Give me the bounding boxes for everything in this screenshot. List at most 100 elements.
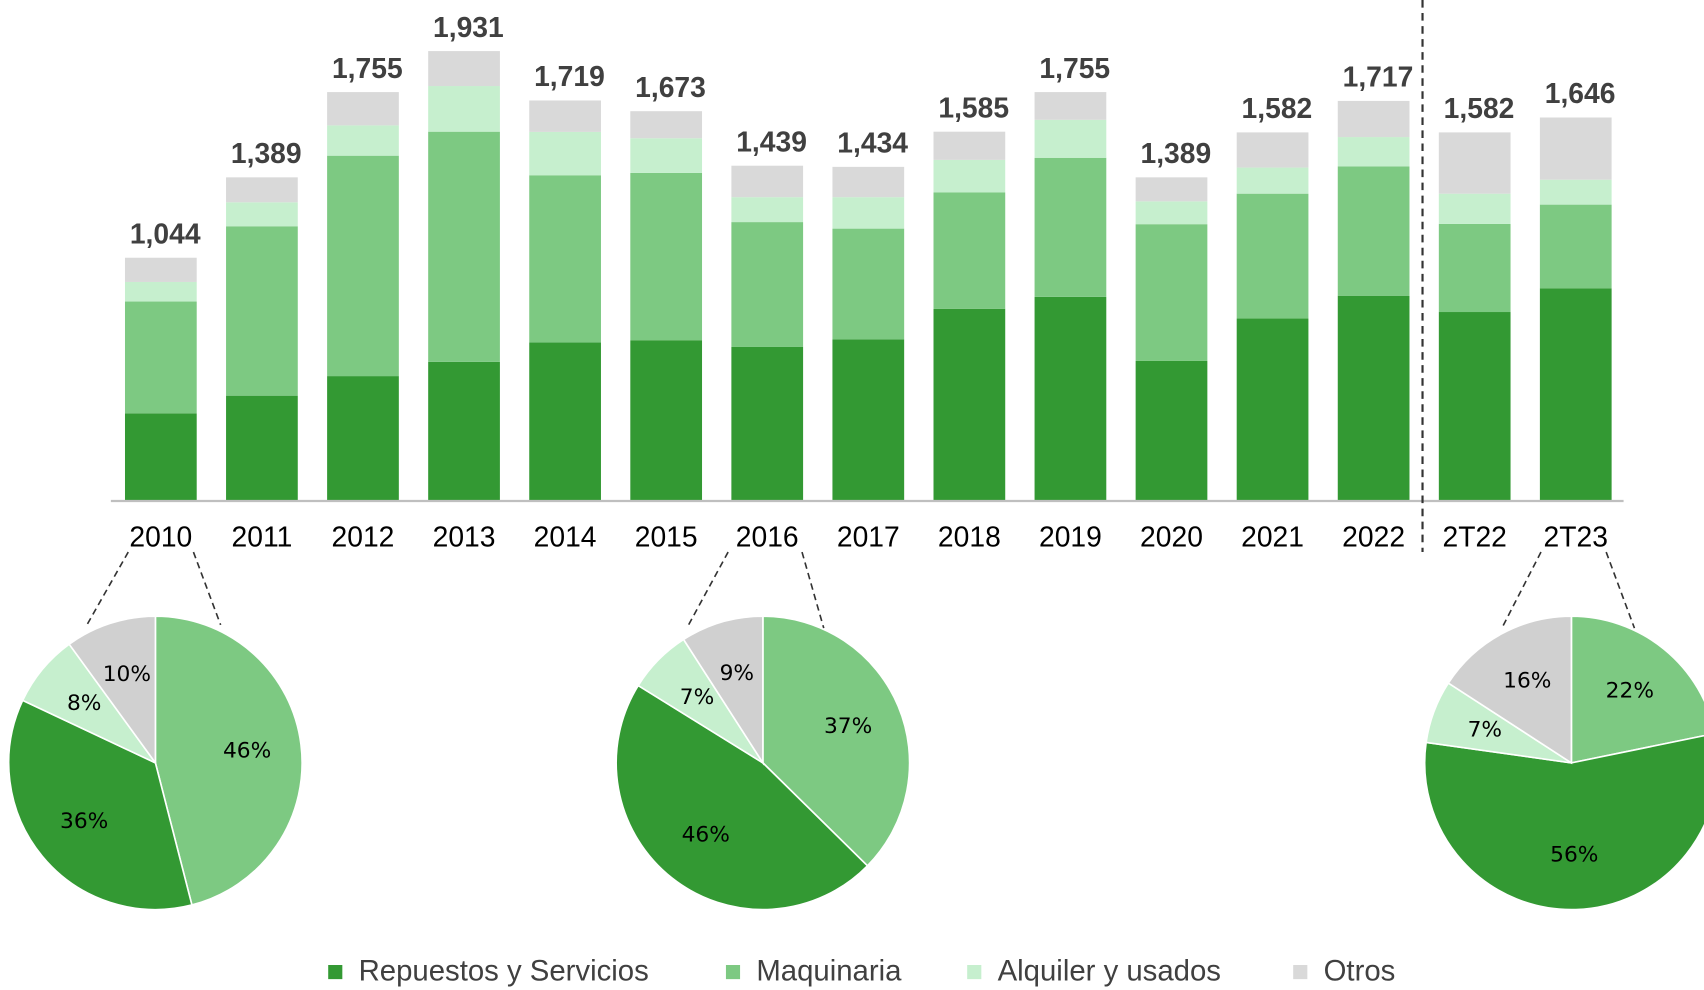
pie-slice [682, 615, 764, 766]
bar-segment [529, 131, 601, 176]
x-tick-label: 2012 [332, 520, 395, 552]
total-label: 1,719 [534, 60, 605, 92]
bar-segment [428, 86, 500, 132]
x-tick-label: 2017 [837, 520, 900, 552]
legend-swatch [1293, 965, 1308, 980]
x-tick-label: 2010 [129, 520, 192, 552]
bar-segment [832, 228, 905, 340]
pie-slice [7, 699, 193, 911]
pie-label: 9% [720, 661, 754, 686]
bar-segment [832, 339, 905, 501]
pie-label: 7% [680, 685, 714, 710]
legend-label: Alquiler y usados [998, 954, 1221, 987]
total-label: 1,389 [231, 137, 302, 169]
bar-segment [1135, 224, 1208, 361]
pie-label: 16% [1503, 669, 1551, 694]
bar-segment [1539, 179, 1612, 205]
total-label: 1,582 [1242, 92, 1313, 124]
total-label: 1,044 [130, 217, 201, 249]
total-label: 1,646 [1545, 77, 1616, 109]
legend-label: Repuestos y Servicios [359, 954, 649, 987]
bar-segment [1135, 360, 1208, 501]
bar-segment [1034, 119, 1107, 158]
bar-segment [1438, 223, 1511, 313]
legend-label: Otros [1324, 954, 1396, 987]
bar-segment [630, 111, 703, 139]
pie-slice [615, 684, 869, 911]
pie-label: 56% [1550, 842, 1598, 867]
bar-segment [630, 172, 703, 341]
legend-label: Maquinaria [756, 954, 902, 987]
bar-segment [731, 165, 804, 198]
total-label: 1,755 [1039, 52, 1110, 84]
x-tick-label: 2013 [433, 520, 496, 552]
x-tick-label: 2016 [736, 520, 799, 552]
pie-label: 36% [60, 809, 108, 834]
legend-swatch [328, 965, 343, 980]
bar-segment [1034, 92, 1107, 120]
x-tick-label: 2T23 [1544, 520, 1608, 552]
pie-label: 8% [67, 691, 101, 716]
pie-slice [762, 615, 911, 867]
bar-segment [933, 192, 1006, 309]
bar-segment [1438, 132, 1511, 194]
bar-segment [731, 222, 804, 347]
legend-swatch [725, 965, 741, 980]
bar-segment [226, 395, 298, 501]
bar-segment [529, 342, 601, 501]
bar-segment [630, 138, 703, 173]
legend-swatch [967, 965, 982, 980]
x-tick-label: 2021 [1241, 520, 1304, 552]
bar-segment [124, 257, 197, 282]
bar-segment [327, 92, 399, 126]
bar-segment [1438, 193, 1511, 224]
bar-segment [1236, 167, 1309, 194]
bar-segment [124, 413, 197, 501]
bar-segment [226, 177, 298, 203]
bar-segment [1135, 201, 1208, 225]
x-tick-label: 2022 [1342, 520, 1405, 552]
total-label: 1,755 [332, 52, 403, 84]
pie-label: 46% [223, 738, 271, 763]
bar-segment [1034, 296, 1107, 501]
total-label: 1,585 [938, 91, 1009, 123]
pie-slice [154, 615, 303, 906]
bar-segment [327, 125, 399, 156]
bar-segment [1236, 318, 1309, 501]
bar-segment [124, 281, 197, 302]
bar-segment [1236, 132, 1309, 168]
pie-label: 37% [824, 714, 872, 739]
total-label: 1,673 [635, 71, 706, 103]
connector [1501, 551, 1542, 629]
pie-label: 7% [1468, 718, 1502, 743]
bar-segment [832, 166, 905, 198]
bar-segment [327, 376, 399, 501]
bar-segment [1337, 166, 1410, 296]
bar-segment [428, 131, 500, 362]
bar-segment [731, 346, 804, 501]
bar-segment [1539, 288, 1612, 501]
pie-slice [68, 615, 157, 766]
bar-segment [124, 301, 197, 414]
pie-slice [1570, 615, 1704, 764]
connector [686, 551, 729, 629]
bar-segment [529, 100, 601, 132]
total-label: 1,439 [736, 125, 807, 157]
x-tick-label: 2020 [1140, 520, 1203, 552]
pie-label: 46% [682, 823, 730, 848]
x-tick-label: 2018 [938, 520, 1001, 552]
connector [86, 551, 129, 626]
pie-slice [1423, 734, 1704, 911]
x-tick-label: 2T22 [1442, 520, 1506, 552]
bar-segment [1337, 295, 1410, 501]
x-tick-label: 2011 [232, 520, 293, 552]
x-tick-label: 2014 [534, 520, 597, 552]
bar-segment [1337, 100, 1410, 138]
x-tick-label: 2015 [635, 520, 698, 552]
bar-segment [1539, 204, 1612, 289]
bar-segment [529, 175, 601, 343]
bar-segment [327, 155, 399, 377]
bar-segment [226, 202, 298, 227]
bar-segment [933, 131, 1006, 160]
